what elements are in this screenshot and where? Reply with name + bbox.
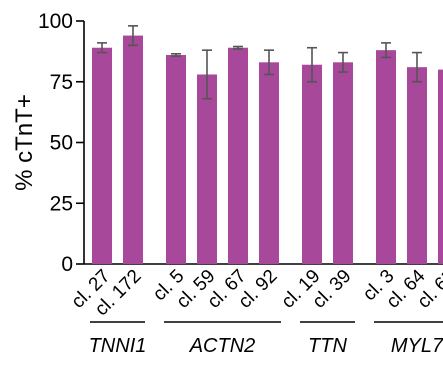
bar	[92, 47, 112, 265]
bar	[407, 67, 427, 264]
y-tick-label: 25	[50, 192, 73, 215]
bar	[438, 69, 443, 264]
group-label: TTN	[308, 335, 347, 357]
y-tick-label: 100	[38, 10, 73, 33]
group-label: MYL7	[391, 335, 443, 357]
bars	[92, 35, 443, 265]
bar	[228, 47, 248, 265]
bar	[302, 64, 322, 265]
group-label: ACTN2	[189, 335, 256, 357]
y-axis-label: % cTnT+	[11, 94, 38, 191]
bar	[197, 74, 217, 265]
error-bars	[97, 25, 422, 100]
bar	[376, 50, 396, 264]
bar	[333, 62, 353, 265]
group-labels: TNNI1 ACTN2 TTN MYL7	[89, 321, 443, 357]
bar	[123, 35, 143, 264]
y-tick-label: 50	[50, 132, 73, 155]
y-tick-label: 75	[50, 71, 73, 94]
y-tick-label: 0	[61, 253, 73, 276]
bar	[259, 62, 279, 265]
bar	[166, 55, 186, 264]
group-label: TNNI1	[89, 335, 147, 357]
